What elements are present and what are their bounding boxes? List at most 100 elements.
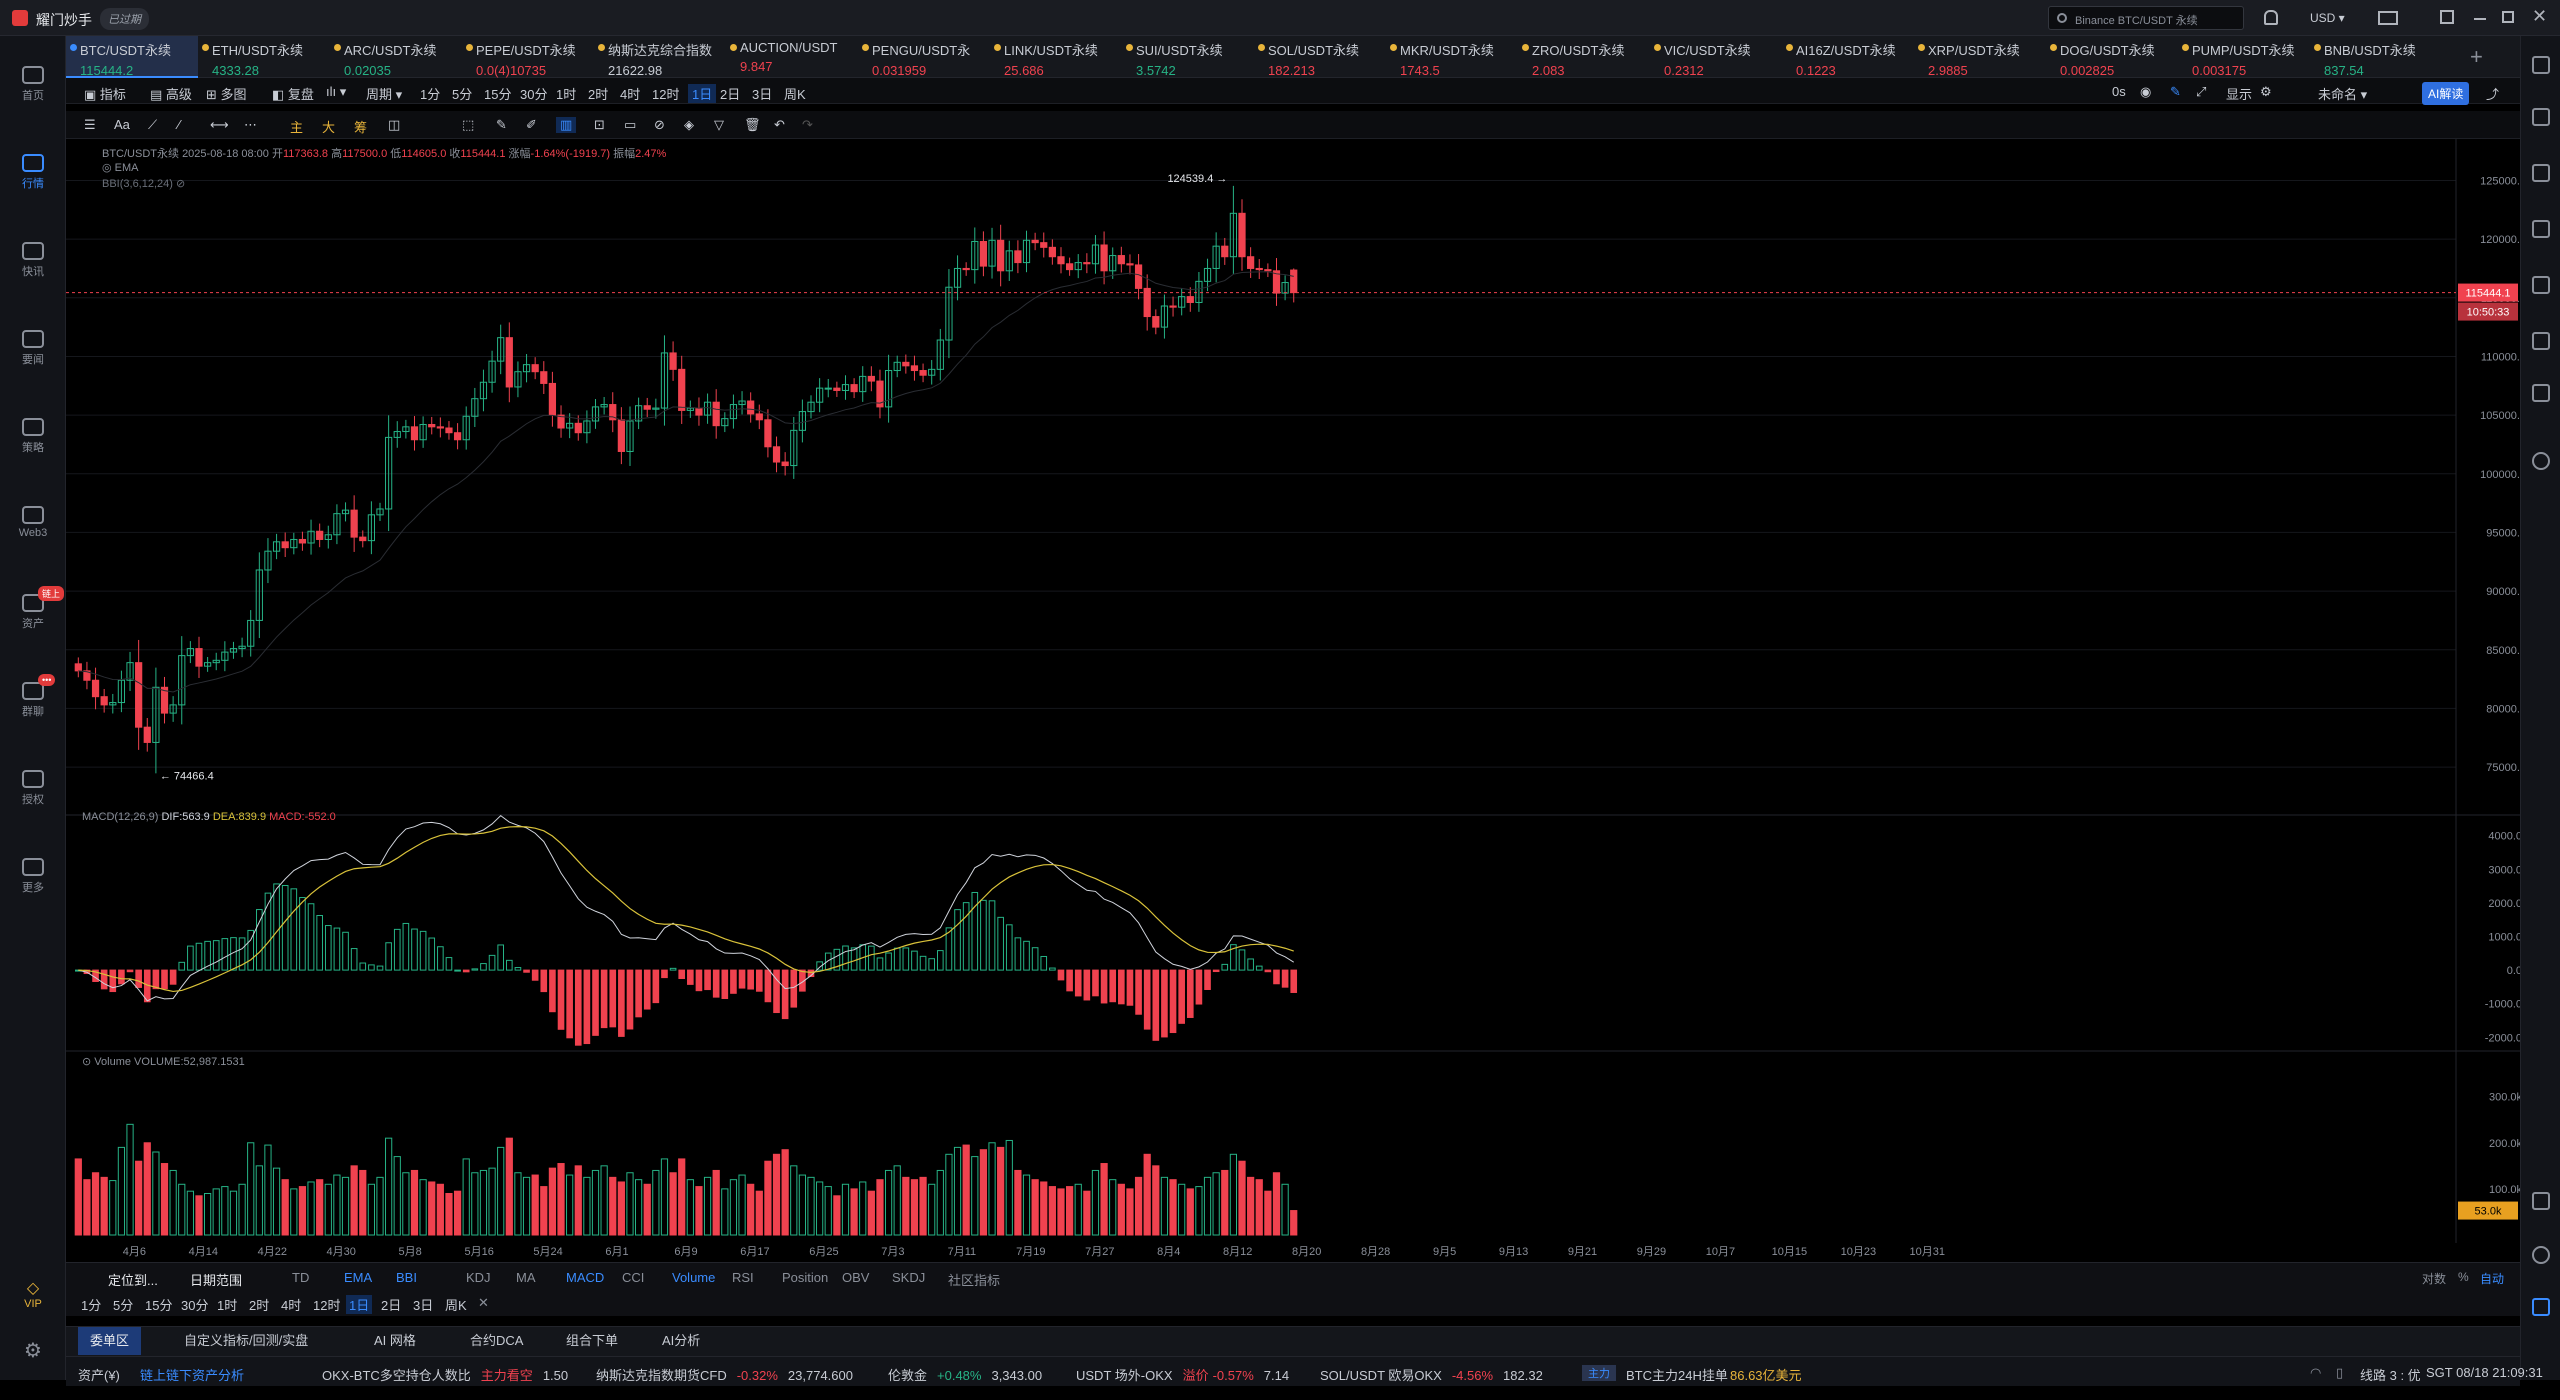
ticker-1[interactable]: ETH/USDT永续 4333.28 <box>198 36 330 78</box>
ticker-4[interactable]: 纳斯达克综合指数 21622.98 <box>594 36 726 78</box>
panel-tab-1[interactable]: 自定义指标/回测/实盘 <box>184 1333 309 1348</box>
ticker-11[interactable]: ZRO/USDT永续 2.083 <box>1518 36 1650 78</box>
settings-nav-icon[interactable]: ⚙ <box>24 1340 42 1362</box>
interval-tab-8[interactable]: 1日 <box>346 1295 373 1314</box>
sub-indicator-9[interactable]: 社区指标 <box>948 1273 1001 1288</box>
period-10[interactable]: 3日 <box>752 87 773 102</box>
ray-tool-icon[interactable]: ∕ <box>178 117 181 132</box>
sub-indicator-2[interactable]: MACD <box>566 1270 605 1285</box>
asset-analysis-link[interactable]: 链上链下资产分析 <box>140 1368 245 1383</box>
position-icon[interactable] <box>2532 276 2550 294</box>
ai-interpret-button[interactable]: AI解读 <box>2422 82 2470 105</box>
draw-icon[interactable]: ✎ <box>2170 84 2181 99</box>
chat-side-icon[interactable] <box>2532 1192 2550 1210</box>
nav-item-7[interactable]: 群聊 ••• <box>0 674 66 719</box>
nav-item-2[interactable]: 快讯 <box>0 242 66 279</box>
status-item-3[interactable]: USDT 场外-OKX 溢价 -0.57% 7.14 <box>1076 1365 1289 1384</box>
filter-tool-icon[interactable]: ▽ <box>714 117 724 132</box>
depth-icon[interactable] <box>2532 164 2550 182</box>
main-indicator-1[interactable]: EMA <box>344 1270 373 1285</box>
indicator-button[interactable]: ▣ 指标 <box>84 87 126 102</box>
main-indicator-0[interactable]: TD <box>292 1270 310 1285</box>
period-2[interactable]: 15分 <box>484 87 512 102</box>
ticker-14[interactable]: XRP/USDT永续 2.9885 <box>1914 36 2046 78</box>
service-icon[interactable] <box>2532 1246 2550 1264</box>
ticker-10[interactable]: MKR/USDT永续 1743.5 <box>1386 36 1518 78</box>
alert-icon[interactable] <box>2532 452 2550 470</box>
ticker-15[interactable]: DOG/USDT永续 0.002825 <box>2046 36 2178 78</box>
sub-indicator-7[interactable]: OBV <box>842 1270 870 1285</box>
nav-item-9[interactable]: 更多 <box>0 858 66 895</box>
replay-button[interactable]: ◧ 复盘 <box>272 87 314 102</box>
ema-legend[interactable]: ◎ EMA <box>102 162 139 174</box>
eraser-tool-icon[interactable]: ◈ <box>684 117 694 132</box>
sub-indicator-3[interactable]: CCI <box>622 1270 645 1285</box>
interval-tab-11[interactable]: 周K <box>445 1298 467 1313</box>
ticker-16[interactable]: PUMP/USDT永续 0.003175 <box>2178 36 2310 78</box>
period-0[interactable]: 1分 <box>420 87 441 102</box>
close-icon[interactable]: ✕ <box>2532 6 2548 26</box>
select-tool-icon[interactable]: ⬚ <box>462 117 475 132</box>
interval-tab-10[interactable]: 3日 <box>413 1298 434 1313</box>
sub-indicator-0[interactable]: KDJ <box>466 1270 491 1285</box>
countdown-setting[interactable]: 0s <box>2112 84 2126 99</box>
chip-chip[interactable]: 筹 <box>354 117 367 136</box>
date-range-button[interactable]: 日期范围 <box>190 1273 243 1288</box>
undo-icon[interactable]: ↶ <box>774 117 785 132</box>
sub-indicator-5[interactable]: RSI <box>732 1270 754 1285</box>
currency-select[interactable]: USD ▾ <box>2310 11 2345 25</box>
delete-tool-icon[interactable]: 🗑 <box>744 117 761 132</box>
calendar-icon[interactable] <box>2532 332 2550 350</box>
chart-svg[interactable]: 75000.0 80000.0 85000.0 90000.0 95000.0 10000… <box>66 139 2526 1265</box>
ticker-13[interactable]: AI16Z/USDT永续 0.1223 <box>1782 36 1914 78</box>
panel-tab-5[interactable]: AI分析 <box>662 1333 701 1348</box>
interval-tab-7[interactable]: 12时 <box>313 1298 341 1313</box>
ticker-17[interactable]: BNB/USDT永续 837.54 <box>2310 36 2442 78</box>
nav-item-4[interactable]: 策略 <box>0 418 66 455</box>
search-input[interactable]: Binance BTC/USDT 永续 <box>2048 6 2244 30</box>
ticker-0[interactable]: BTC/USDT永续 115444.2 <box>66 36 198 78</box>
magnet-tool-icon[interactable]: ⊘ <box>654 117 665 132</box>
panel-tab-0[interactable]: 委单区 <box>78 1327 142 1355</box>
nav-item-3[interactable]: 要闻 <box>0 330 66 367</box>
period-7[interactable]: 12时 <box>652 87 680 102</box>
interval-tab-9[interactable]: 2日 <box>381 1298 402 1313</box>
nav-item-0[interactable]: 首页 <box>0 66 66 103</box>
main-chip[interactable]: 主 <box>290 117 303 136</box>
add-ticker-icon[interactable]: + <box>2470 44 2483 69</box>
multichart-button[interactable]: ⊞ 多图 <box>206 87 247 102</box>
nav-item-1[interactable]: 行情 <box>0 154 66 191</box>
pattern-tool-icon[interactable]: ▥ <box>556 117 577 133</box>
horizontal-line-icon[interactable]: ⟷ <box>210 117 229 132</box>
layout-icon[interactable] <box>2532 384 2550 402</box>
interval-tab-3[interactable]: 30分 <box>181 1298 209 1313</box>
lock-tool-icon[interactable]: ⊡ <box>594 117 605 132</box>
status-item-4[interactable]: SOL/USDT 欧易OKX -4.56% 182.32 <box>1320 1365 1543 1384</box>
maximize-icon[interactable] <box>2502 11 2514 23</box>
template-select[interactable]: 未命名 ▾ <box>2318 87 2368 102</box>
ticker-7[interactable]: LINK/USDT永续 25.686 <box>990 36 1122 78</box>
minimize-icon[interactable] <box>2474 18 2486 20</box>
text-tool-icon[interactable]: Aa <box>114 117 130 132</box>
interval-tab-6[interactable]: 4时 <box>281 1298 302 1313</box>
sub-indicator-6[interactable]: Position <box>782 1270 829 1285</box>
sub-indicator-8[interactable]: SKDJ <box>892 1270 926 1285</box>
trades-icon[interactable] <box>2532 220 2550 238</box>
panel-tab-2[interactable]: AI 网格 <box>374 1333 416 1348</box>
orderbook-icon[interactable] <box>2532 108 2550 126</box>
interval-tab-0[interactable]: 1分 <box>81 1298 102 1313</box>
bell-icon[interactable] <box>2264 10 2278 25</box>
period-1[interactable]: 5分 <box>452 87 473 102</box>
nav-item-6[interactable]: 资产 链上 <box>0 586 66 631</box>
ticker-12[interactable]: VIC/USDT永续 0.2312 <box>1650 36 1782 78</box>
period-select[interactable]: 周期 ▾ <box>366 87 403 102</box>
fullscreen-icon[interactable]: ⤢ <box>2196 84 2207 99</box>
bbi-legend[interactable]: BBI(3,6,12,24) ⊘ <box>102 178 186 190</box>
ticker-9[interactable]: SOL/USDT永续 182.213 <box>1254 36 1386 78</box>
nav-item-8[interactable]: 授权 <box>0 770 66 807</box>
more-tools-icon[interactable]: ⋯ <box>244 117 257 132</box>
vip-item[interactable]: ◇ VIP <box>0 1278 66 1310</box>
advanced-button[interactable]: ▤ 高级 <box>150 87 192 102</box>
ticker-8[interactable]: SUI/USDT永续 3.5742 <box>1122 36 1254 78</box>
chart-type-button[interactable]: ılı ▾ <box>326 84 347 99</box>
